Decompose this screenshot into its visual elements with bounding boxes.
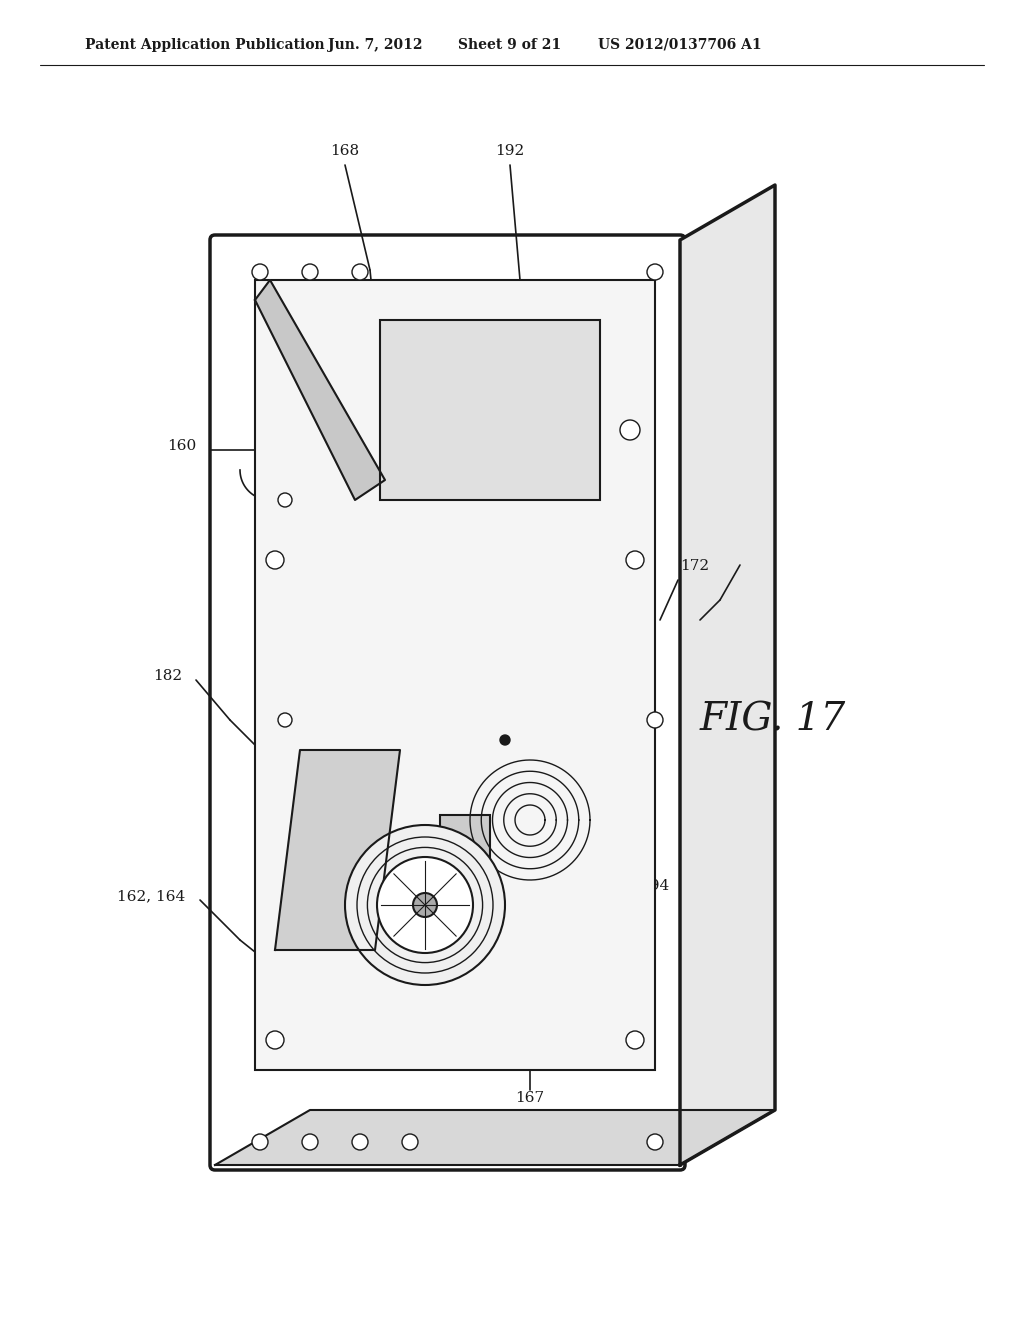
Circle shape (352, 1134, 368, 1150)
Text: Patent Application Publication: Patent Application Publication (85, 38, 325, 51)
Circle shape (278, 492, 292, 507)
Text: US 2012/0137706 A1: US 2012/0137706 A1 (598, 38, 762, 51)
Circle shape (413, 894, 437, 917)
Bar (380, 319, 600, 500)
Polygon shape (275, 750, 400, 950)
FancyBboxPatch shape (210, 235, 685, 1170)
Circle shape (500, 735, 510, 744)
Text: 160: 160 (167, 440, 196, 453)
Text: Sheet 9 of 21: Sheet 9 of 21 (459, 38, 561, 51)
Text: 194: 194 (640, 879, 670, 894)
Polygon shape (215, 1110, 775, 1166)
Bar (440, 814, 490, 880)
Circle shape (302, 264, 318, 280)
Circle shape (626, 1031, 644, 1049)
Circle shape (647, 711, 663, 729)
Text: 167: 167 (515, 1092, 545, 1105)
Circle shape (620, 420, 640, 440)
Text: 192: 192 (496, 144, 524, 158)
Polygon shape (255, 280, 385, 500)
Circle shape (345, 825, 505, 985)
Circle shape (252, 1134, 268, 1150)
Circle shape (352, 264, 368, 280)
Circle shape (626, 550, 644, 569)
Bar (255, 280, 655, 1071)
Circle shape (266, 550, 284, 569)
Circle shape (377, 857, 473, 953)
Text: 182: 182 (153, 669, 182, 682)
Text: Jun. 7, 2012: Jun. 7, 2012 (328, 38, 422, 51)
Text: 168: 168 (331, 144, 359, 158)
Circle shape (302, 1134, 318, 1150)
Circle shape (647, 264, 663, 280)
Polygon shape (680, 185, 775, 1166)
Text: 172: 172 (680, 558, 710, 573)
Circle shape (647, 1134, 663, 1150)
Circle shape (402, 1134, 418, 1150)
Text: 162, 164: 162, 164 (117, 888, 185, 903)
Circle shape (266, 1031, 284, 1049)
Text: FIG. 17: FIG. 17 (700, 701, 846, 738)
Circle shape (278, 713, 292, 727)
Circle shape (252, 264, 268, 280)
